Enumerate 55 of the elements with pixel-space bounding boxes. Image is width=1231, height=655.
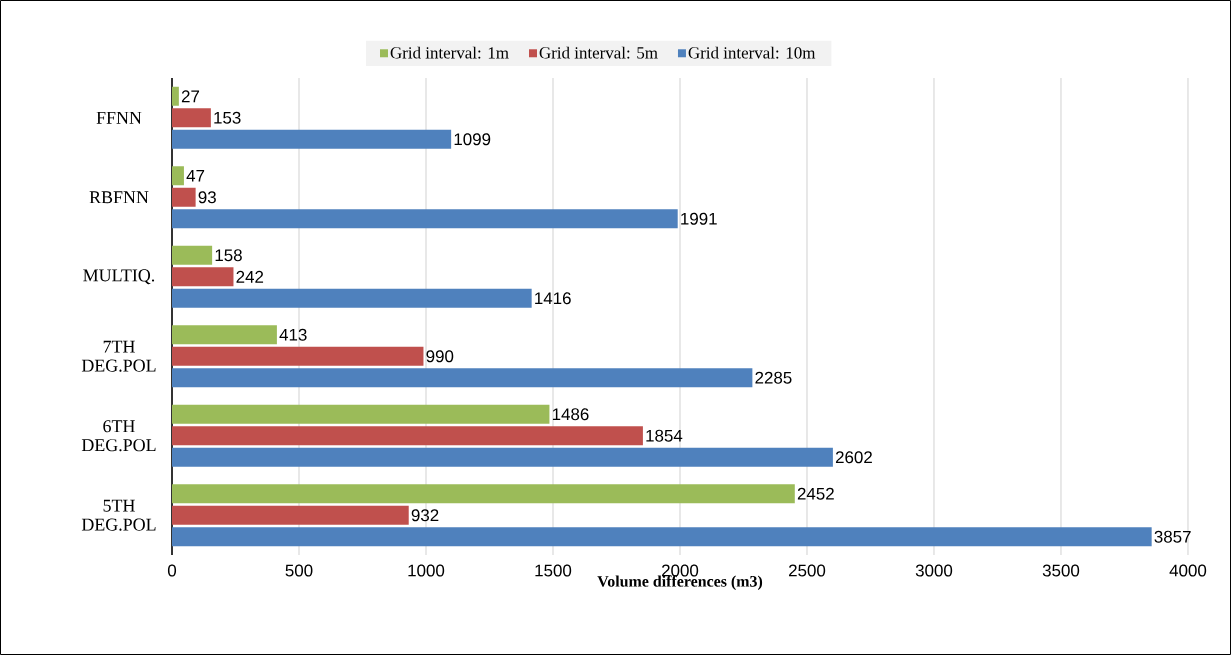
bar <box>172 527 1152 547</box>
x-tick-label: 2500 <box>789 564 826 577</box>
x-axis-title: Volume differences (m3) <box>597 575 763 590</box>
x-tick-label: 0 <box>167 564 177 577</box>
y-tick-label: MULTIQ. <box>83 269 155 285</box>
bar <box>172 505 409 525</box>
data-label: 153 <box>214 111 241 124</box>
y-tick-label: 5TH DEG.POL <box>81 499 156 531</box>
bar <box>172 484 795 504</box>
data-label: 1099 <box>454 133 491 146</box>
data-label: 990 <box>426 350 454 363</box>
data-label: 1854 <box>646 429 683 442</box>
bar <box>172 404 550 424</box>
x-tick-label: 2000 <box>662 564 699 577</box>
y-tick-label: 7TH DEG.POL <box>81 340 156 372</box>
data-label: 1991 <box>681 212 717 225</box>
y-tick-label: RBFNN <box>89 191 149 204</box>
data-label: 242 <box>236 270 264 283</box>
legend-label: Grid interval: 10m <box>688 46 816 59</box>
data-label: 932 <box>411 509 439 522</box>
data-label: 2285 <box>755 371 792 384</box>
data-label: 1486 <box>552 408 589 421</box>
x-tick-label: 1000 <box>408 564 445 577</box>
bar <box>172 245 213 265</box>
bar <box>172 346 424 366</box>
data-label: 3857 <box>1154 530 1191 543</box>
data-label: 158 <box>215 249 242 262</box>
bar <box>172 325 277 345</box>
bar <box>172 187 196 207</box>
legend-label: Grid interval: 1m <box>390 46 509 59</box>
data-label: 2602 <box>835 451 872 464</box>
bar <box>172 288 532 308</box>
x-tick-label: 1500 <box>535 564 572 577</box>
data-label: 2452 <box>797 487 834 500</box>
data-label: 413 <box>279 328 307 341</box>
x-tick-label: 500 <box>285 564 313 577</box>
bar <box>172 426 643 446</box>
x-tick-label: 3500 <box>1042 564 1080 577</box>
legend-label: Grid interval: 5m <box>539 46 658 59</box>
data-label: 27 <box>181 90 200 103</box>
bar <box>172 166 184 186</box>
data-label: 1416 <box>535 292 571 305</box>
bar <box>172 209 678 229</box>
y-tick-label: 6TH DEG.POL <box>81 420 156 452</box>
bar <box>172 368 753 388</box>
y-tick-label: FFNN <box>96 111 142 124</box>
x-tick-label: 3000 <box>915 564 953 577</box>
x-tick-label: 4000 <box>1169 564 1207 577</box>
bar <box>172 267 234 287</box>
bar <box>172 86 179 106</box>
data-label: 93 <box>198 191 216 204</box>
bar <box>172 447 833 467</box>
data-label: 47 <box>186 169 205 182</box>
bar <box>172 129 452 149</box>
bar <box>172 108 211 128</box>
